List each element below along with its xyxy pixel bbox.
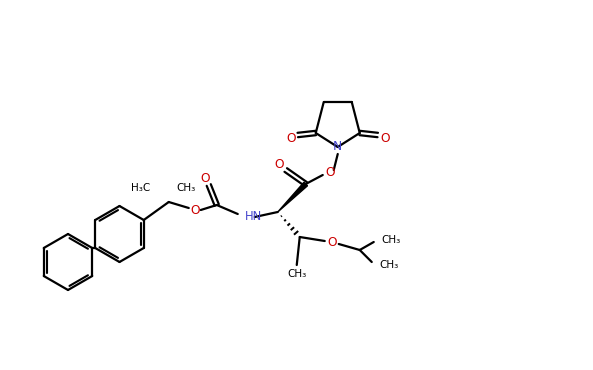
Text: HN: HN (245, 211, 262, 223)
Text: O: O (274, 158, 283, 172)
Polygon shape (278, 182, 308, 212)
Text: O: O (325, 165, 334, 178)
Text: O: O (380, 131, 390, 145)
Text: CH₃: CH₃ (177, 183, 196, 193)
Text: O: O (286, 131, 295, 145)
Text: O: O (190, 204, 200, 216)
Text: N: N (333, 141, 342, 154)
Text: O: O (200, 172, 209, 185)
Text: CH₃: CH₃ (380, 260, 399, 270)
Text: H₃C: H₃C (132, 183, 151, 193)
Text: O: O (327, 235, 337, 249)
Text: CH₃: CH₃ (382, 235, 401, 245)
Text: CH₃: CH₃ (287, 269, 307, 279)
